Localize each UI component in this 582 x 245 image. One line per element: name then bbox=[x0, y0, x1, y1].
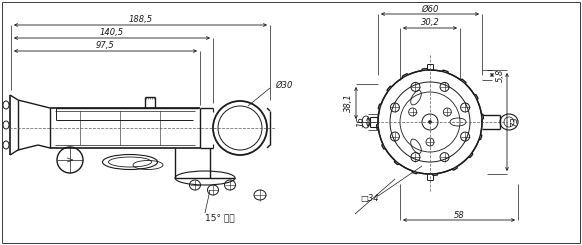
Text: 5,8: 5,8 bbox=[495, 68, 505, 82]
Text: 15° 啮合: 15° 啮合 bbox=[205, 213, 235, 222]
Text: 140,5: 140,5 bbox=[100, 28, 124, 37]
Text: 30,2: 30,2 bbox=[421, 19, 439, 27]
Text: □34: □34 bbox=[361, 195, 379, 204]
Text: Ø30: Ø30 bbox=[275, 81, 292, 89]
Text: 73: 73 bbox=[510, 117, 520, 127]
Circle shape bbox=[428, 121, 431, 123]
Text: 97,5: 97,5 bbox=[96, 41, 115, 50]
Text: 16: 16 bbox=[357, 117, 365, 127]
Text: 38,1: 38,1 bbox=[343, 94, 353, 112]
Text: 188,5: 188,5 bbox=[129, 15, 152, 24]
Text: 58: 58 bbox=[453, 210, 464, 220]
Text: Ø60: Ø60 bbox=[421, 4, 439, 13]
